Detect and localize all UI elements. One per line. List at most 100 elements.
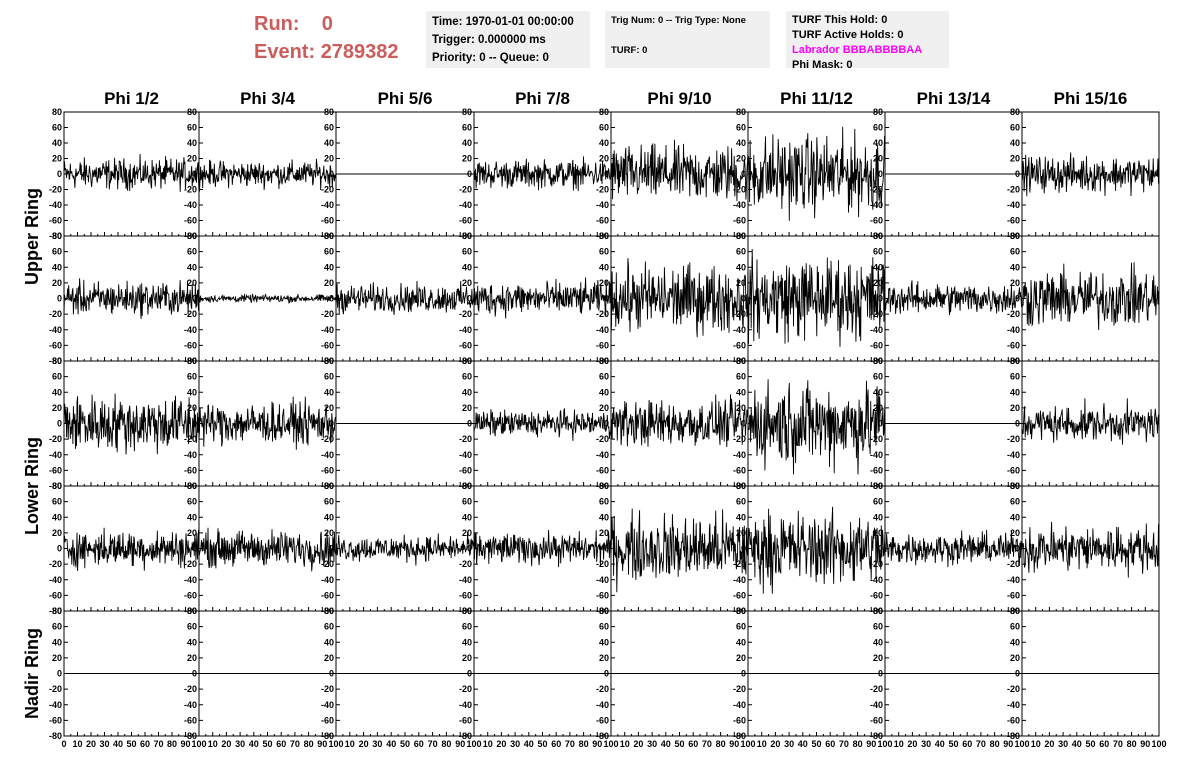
x-tick-label: 60: [551, 739, 561, 749]
x-tick-label: 10: [72, 739, 82, 749]
y-tick-label: 20: [599, 403, 609, 413]
y-tick-label: 60: [187, 372, 197, 382]
y-tick-label: 40: [736, 387, 746, 397]
plot-frame: [747, 235, 886, 362]
x-tick-label: 30: [372, 739, 382, 749]
y-tick-label: 20: [187, 403, 197, 413]
y-tick-label: 80: [187, 107, 197, 117]
y-tick-label: -40: [459, 700, 472, 710]
y-tick-label: -60: [49, 340, 62, 350]
run-value: 0: [321, 13, 333, 35]
y-tick-label: -60: [321, 216, 334, 226]
x-tick-label: 20: [907, 739, 917, 749]
y-tick-label: -80: [596, 731, 609, 741]
y-tick-label: 20: [873, 653, 883, 663]
y-tick-label: 60: [599, 247, 609, 257]
y-tick-label: -20: [184, 434, 197, 444]
y-tick-label: 0: [192, 169, 197, 179]
y-tick-label: 40: [462, 138, 472, 148]
y-tick-label: -40: [321, 575, 334, 585]
waveform-trace: [473, 529, 612, 568]
waveform-trace: [610, 508, 749, 593]
y-tick-label: -40: [49, 325, 62, 335]
y-tick-label: 40: [599, 512, 609, 522]
column-title: Phi 11/12: [780, 89, 853, 108]
waveform-trace: [335, 531, 475, 566]
y-tick-label: -20: [870, 559, 883, 569]
y-tick-label: 0: [192, 544, 197, 554]
x-tick-label: 100: [328, 739, 343, 749]
y-tick-label: -60: [1007, 216, 1020, 226]
x-tick-label: 20: [496, 739, 506, 749]
y-tick-label: 80: [736, 356, 746, 366]
y-tick-label: 60: [52, 497, 62, 507]
x-tick-label: 30: [1058, 739, 1068, 749]
x-tick-label: 20: [86, 739, 96, 749]
time-text: Time: 1970-01-01 00:00:00: [432, 16, 574, 28]
y-tick-label: 20: [52, 154, 62, 164]
y-tick-label: -20: [49, 559, 62, 569]
event-label: Event:: [254, 41, 316, 63]
y-tick-label: 80: [324, 481, 334, 491]
y-tick-label: -20: [49, 185, 62, 195]
y-tick-label: -40: [596, 325, 609, 335]
y-tick-label: 40: [462, 387, 472, 397]
y-tick-label: 80: [187, 356, 197, 366]
waveform-trace: [610, 139, 749, 202]
turf-active-holds: TURF Active Holds: 0: [792, 29, 904, 41]
waveform-trace: [473, 156, 612, 192]
y-tick-label: 80: [736, 107, 746, 117]
turf-text: TURF: 0: [611, 45, 648, 56]
y-tick-label: -40: [1007, 575, 1020, 585]
y-tick-label: -40: [870, 575, 883, 585]
x-tick-label: 100: [740, 739, 755, 749]
waveform-trace: [1021, 262, 1160, 331]
y-tick-label: 40: [736, 637, 746, 647]
y-tick-label: -80: [184, 731, 197, 741]
column-title: Phi 7/8: [515, 89, 570, 108]
turf-info-box: TURF This Hold: 0 TURF Active Holds: 0 L…: [786, 11, 949, 71]
y-tick-label: -80: [49, 606, 62, 616]
y-tick-label: 20: [324, 528, 334, 538]
y-tick-label: 20: [1010, 154, 1020, 164]
y-tick-label: -60: [49, 465, 62, 475]
y-tick-label: 40: [1010, 138, 1020, 148]
y-tick-label: -60: [459, 465, 472, 475]
y-tick-label: -40: [1007, 700, 1020, 710]
x-tick-label: 50: [811, 739, 821, 749]
y-tick-label: 80: [736, 606, 746, 616]
y-tick-label: -40: [1007, 450, 1020, 460]
y-tick-label: 80: [599, 606, 609, 616]
y-tick-label: -20: [596, 559, 609, 569]
y-tick-label: 60: [324, 123, 334, 133]
y-tick-label: -20: [184, 559, 197, 569]
x-tick-label: 50: [1085, 739, 1095, 749]
x-tick-label: 80: [1127, 739, 1137, 749]
y-tick-label: 0: [604, 419, 609, 429]
y-tick-label: -20: [733, 559, 746, 569]
y-tick-label: 80: [462, 481, 472, 491]
x-tick-label: 50: [948, 739, 958, 749]
y-tick-label: -80: [49, 356, 62, 366]
y-tick-label: -40: [1007, 200, 1020, 210]
y-tick-label: 60: [187, 123, 197, 133]
event-value: 2789382: [320, 41, 399, 63]
y-tick-label: 60: [599, 622, 609, 632]
y-tick-label: -80: [49, 231, 62, 241]
y-tick-label: 60: [873, 247, 883, 257]
phi-mask-text: Phi Mask: 0: [792, 59, 853, 71]
y-tick-label: -60: [870, 590, 883, 600]
y-tick-label: -20: [321, 684, 334, 694]
x-tick-label: 40: [935, 739, 945, 749]
y-tick-label: 40: [324, 138, 334, 148]
y-tick-label: 0: [741, 169, 746, 179]
y-tick-label: 20: [736, 653, 746, 663]
y-tick-label: 80: [873, 231, 883, 241]
y-tick-label: 40: [52, 512, 62, 522]
y-tick-label: -60: [459, 715, 472, 725]
x-tick-label: 60: [825, 739, 835, 749]
y-tick-label: -40: [870, 325, 883, 335]
y-tick-label: 60: [187, 497, 197, 507]
x-tick-label: 10: [345, 739, 355, 749]
y-tick-label: -60: [49, 590, 62, 600]
